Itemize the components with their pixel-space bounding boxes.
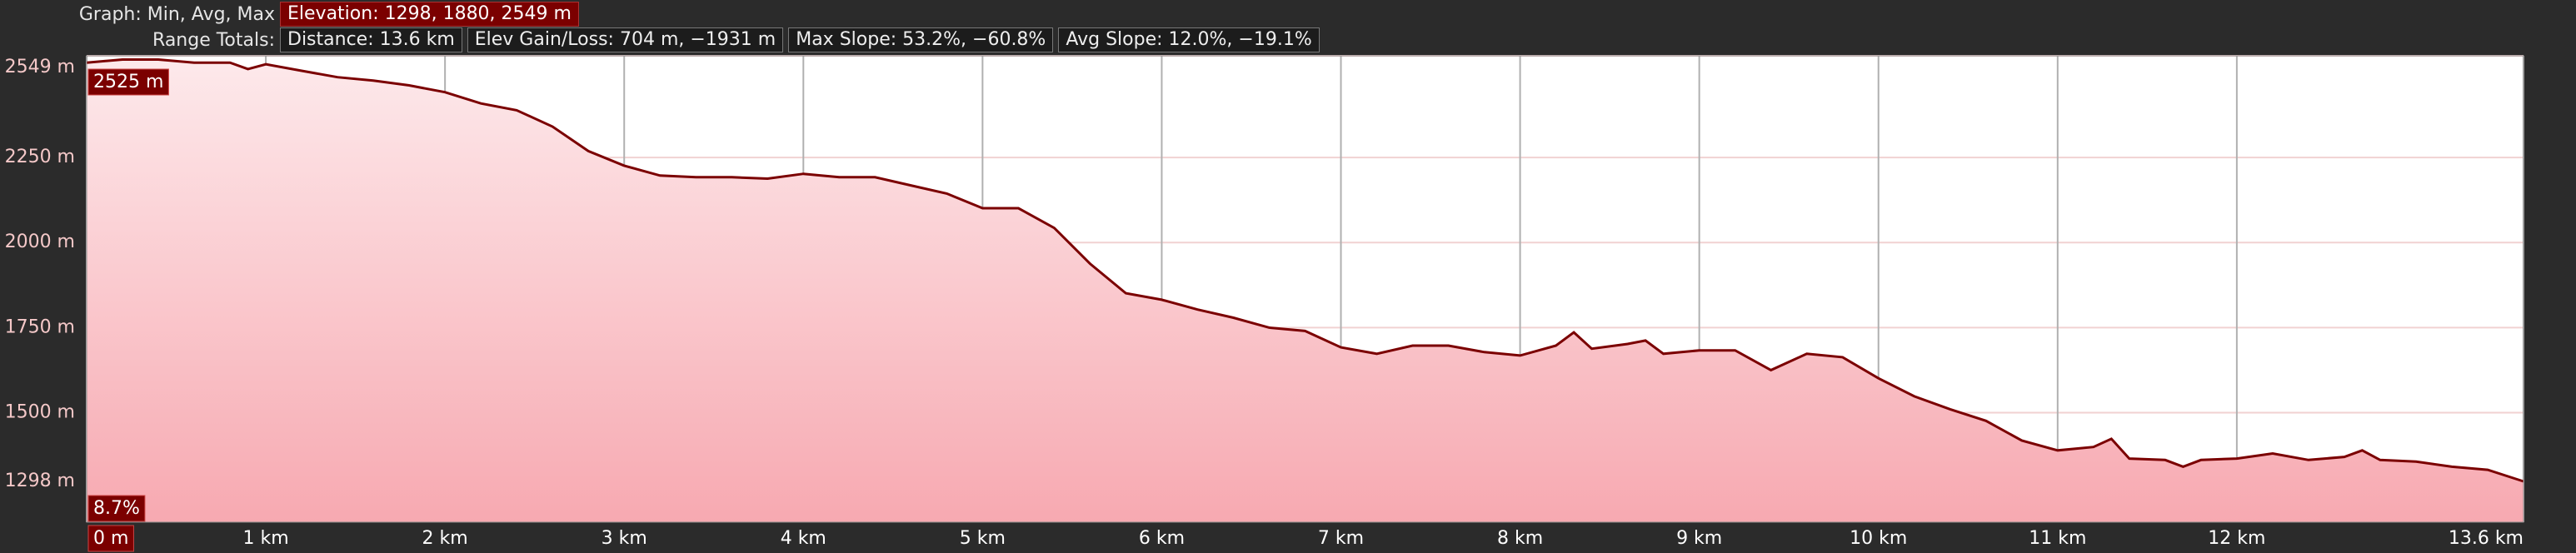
max-slope: Max Slope: 53.2%, −60.8% [788,27,1054,52]
y-tick-label: 2549 m [5,57,75,77]
cursor-elevation: 2525 m [93,72,163,92]
y-tick-label: 2000 m [5,232,75,252]
graph-label: Graph: Min, Avg, Max [78,3,275,25]
elevation-summary: Elevation: 1298, 1880, 2549 m [280,2,579,27]
range-row: Range Totals: Distance: 13.6 km Elev Gai… [0,27,1325,52]
y-tick-label: 1500 m [5,401,75,422]
y-tick-label: 2250 m [5,147,75,167]
x-tick-label: 3 km [602,528,647,549]
x-tick-label: 1 km [242,528,288,549]
x-tick-label: 9 km [1676,528,1722,549]
elevation-line [86,58,2524,483]
label-box [87,525,134,552]
x-tick-label: 12 km [2208,528,2265,549]
plot-border [86,55,2524,523]
label-box [87,495,146,522]
x-tick-label: 8 km [1497,528,1543,549]
x-tick-label: 13.6 km [2449,528,2524,549]
x-tick-label: 2 km [422,528,468,549]
distance: Distance: 13.6 km [280,27,462,52]
range-label: Range Totals: [152,29,275,51]
y-tick-label: 1298 m [5,471,75,491]
x-tick-label: 0 m [93,528,128,549]
x-tick-label: 7 km [1318,528,1364,549]
header-row: Graph: Min, Avg, Max Elevation: 1298, 18… [0,2,584,27]
x-tick-label: 6 km [1139,528,1185,549]
x-tick-label: 10 km [1850,528,1907,549]
x-tick-label: 11 km [2029,528,2086,549]
x-tick-label: 5 km [960,528,1006,549]
cursor-slope: 8.7% [93,498,140,519]
label-box [87,68,169,96]
elevation-area [87,59,2524,522]
x-tick-label: 4 km [781,528,826,549]
y-tick-label: 1750 m [5,316,75,337]
gain-loss: Elev Gain/Loss: 704 m, −1931 m [467,27,784,52]
avg-slope: Avg Slope: 12.0%, −19.1% [1058,27,1320,52]
